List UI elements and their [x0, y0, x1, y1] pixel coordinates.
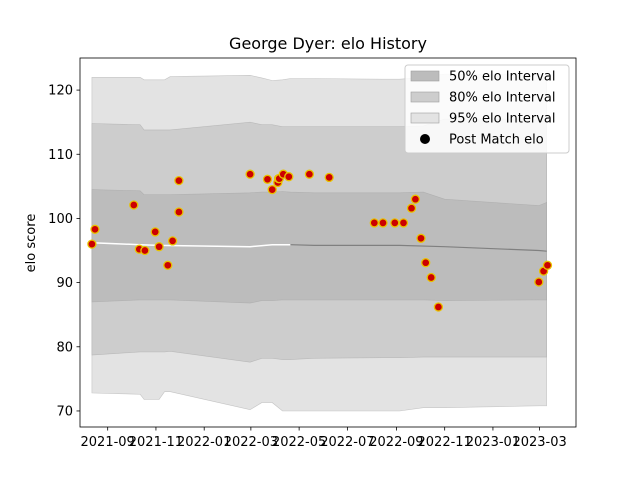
y-tick-label: 70	[56, 404, 73, 419]
post-match-point	[378, 218, 388, 228]
post-match-point	[90, 224, 100, 234]
post-match-point	[406, 203, 417, 213]
y-tick-label: 80	[56, 340, 73, 355]
y-tick-label: 100	[48, 212, 73, 227]
legend-box	[404, 64, 570, 154]
x-tick-label: 2022-01	[177, 435, 231, 450]
post-match-point	[163, 260, 173, 270]
post-match-point	[410, 194, 421, 204]
post-match-point	[174, 175, 184, 186]
post-match-point	[398, 218, 409, 228]
x-tick-label: 2022-03	[224, 435, 278, 450]
post-match-point	[284, 172, 294, 182]
mean-line-early	[91, 242, 291, 248]
post-match-point	[267, 184, 277, 195]
post-match-point	[167, 236, 178, 246]
y-tick-label: 120	[48, 84, 73, 99]
legend-swatch-band80	[410, 91, 440, 103]
axes-frame	[79, 57, 577, 428]
post-match-point	[87, 239, 97, 249]
x-tick-label: 2023-03	[512, 435, 566, 450]
post-match-point	[154, 242, 164, 252]
post-match-point	[416, 233, 426, 243]
post-match-point	[369, 218, 379, 228]
y-axis-label: elo score	[24, 214, 39, 273]
post-match-point	[390, 218, 400, 228]
y-tick-label: 110	[48, 148, 73, 163]
y-tick-label: 90	[56, 276, 73, 291]
mean-line-late	[290, 244, 547, 252]
post-match-point	[140, 245, 150, 256]
post-match-point	[534, 277, 544, 287]
x-tick-label: 2021-09	[81, 435, 135, 450]
legend-label: 95% elo Interval	[449, 112, 556, 127]
legend-label: 80% elo Interval	[449, 91, 556, 106]
post-match-point	[324, 172, 334, 183]
chart-title: George Dyer: elo History	[229, 34, 427, 53]
post-match-point	[421, 258, 431, 268]
legend-swatch-band95	[410, 112, 440, 124]
post-match-point	[174, 207, 184, 217]
legend-label: 50% elo Interval	[449, 70, 556, 85]
legend-marker-swatch	[420, 134, 430, 144]
x-tick-label: 2022-09	[369, 435, 423, 450]
x-tick-label: 2021-11	[129, 435, 183, 450]
post-match-point	[150, 227, 160, 237]
legend-swatch-band50	[410, 70, 440, 82]
x-tick-label: 2023-01	[466, 435, 520, 450]
plot-area: 7080901001101202021-092021-112022-012022…	[48, 57, 577, 450]
post-match-point	[245, 169, 255, 179]
post-match-point	[433, 302, 444, 312]
x-tick-label: 2022-07	[320, 435, 374, 450]
post-match-point	[129, 200, 139, 210]
post-match-point	[262, 174, 273, 184]
legend-label: Post Match elo	[449, 133, 544, 148]
x-tick-label: 2022-05	[272, 435, 326, 450]
legend: 50% elo Interval 80% elo Interval 95% elo …	[404, 64, 570, 154]
post-match-point	[426, 272, 436, 283]
post-match-point	[542, 260, 553, 270]
post-match-point	[304, 169, 315, 179]
x-tick-label: 2022-11	[418, 435, 472, 450]
